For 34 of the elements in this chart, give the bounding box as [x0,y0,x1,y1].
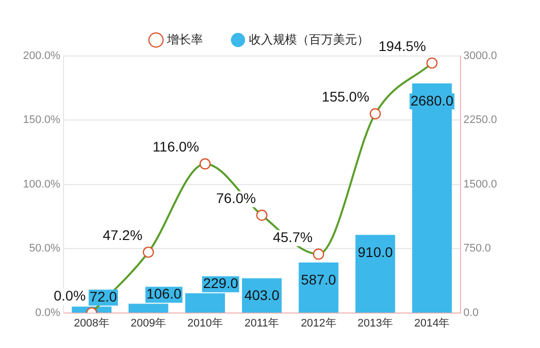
data-label: 910.0 [358,244,394,260]
data-label: 106.0 [146,286,182,302]
data-label: 403.0 [244,287,280,304]
y-tick-label: 150.0% [22,114,61,126]
data-label: 72.0 [90,288,118,304]
data-label: 116.0% [152,138,200,155]
bar [412,83,452,313]
data-label: 229.0 [203,275,238,292]
x-tick-label: 2013年 [358,317,394,330]
x-tick-label: 2008年 [74,317,110,330]
data-label: 587.0 [301,271,336,288]
y2-tick-label: 3000.0 [463,50,498,62]
data-label: 155.0% [322,88,370,105]
x-tick-label: 2009年 [130,317,166,330]
y-tick-label: 200.0% [22,50,61,62]
y2-tick-label: 750.0 [463,242,491,255]
y2-tick-label: 0.0 [463,306,479,319]
data-label: 194.5% [378,38,426,54]
data-label: 2680.0 [410,92,454,108]
legend-label: 收入规模（百万美元） [249,32,369,46]
y-tick-label: 50.0% [29,242,61,255]
x-tick-label: 2014年 [414,317,450,330]
y2-tick-label: 1500.0 [463,178,498,190]
y-tick-label: 100.0% [22,178,61,190]
y2-tick-label: 2250.0 [463,114,498,126]
x-tick-label: 2011年 [244,317,280,330]
y-tick-label: 0.0% [35,306,61,319]
x-tick-label: 2012年 [300,317,336,330]
data-label: 0.0% [54,288,86,304]
x-tick-label: 2010年 [187,317,223,330]
data-label: 76.0% [216,190,256,206]
data-label: 45.7% [272,228,313,245]
legend-label: 增长率 [166,32,203,46]
data-label: 47.2% [102,227,142,244]
